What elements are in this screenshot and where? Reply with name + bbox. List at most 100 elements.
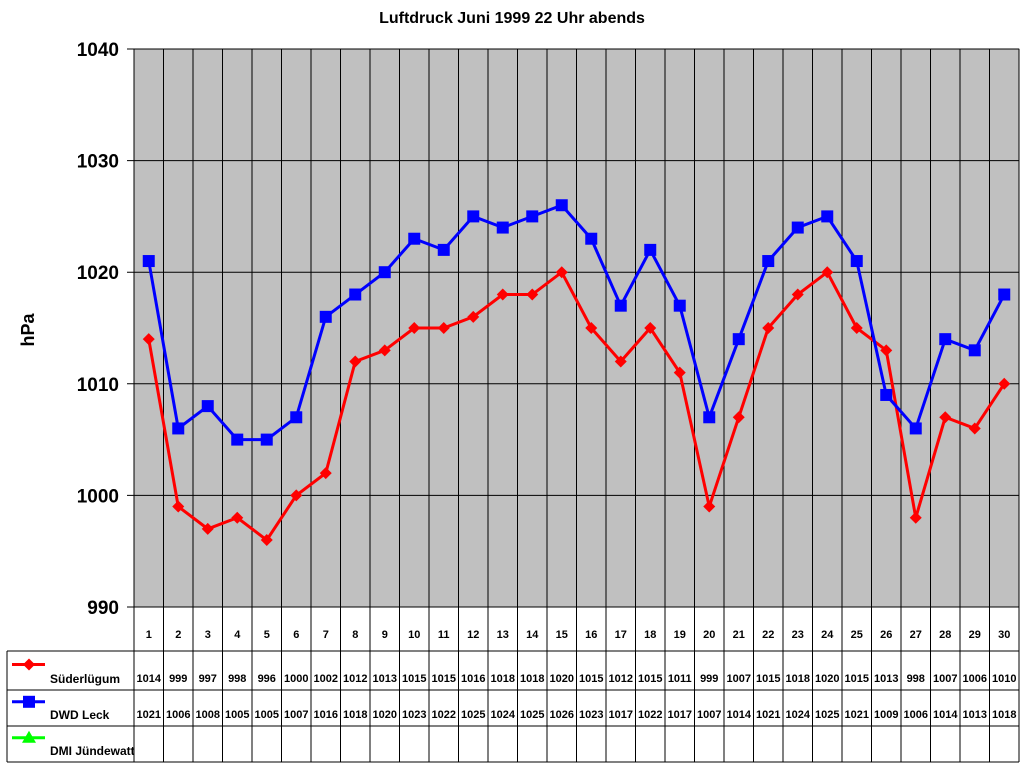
x-category-label: 18 [644,629,656,641]
data-marker-square [968,344,981,357]
legend-label: DMI Jündewatt [50,744,135,758]
data-marker-diamond [437,322,450,334]
table-cell: 998 [907,673,925,685]
table-cell: 997 [199,673,217,685]
x-category-label: 23 [792,629,804,641]
data-marker-square [172,422,185,435]
table-cell: 1023 [402,709,426,721]
table-cell: 1025 [815,709,839,721]
table-cell: 1006 [904,709,928,721]
table-cell: 1023 [579,709,603,721]
table-cell: 1011 [668,673,692,685]
data-marker-square [378,266,391,279]
data-marker-diamond [231,511,244,524]
table-cell: 1020 [373,709,397,721]
table-cell: 1024 [786,709,811,721]
data-marker-diamond [614,355,627,368]
x-category-label: 15 [556,629,568,641]
data-marker-square [201,400,214,413]
table-cell: 1018 [520,673,544,685]
x-category-label: 1 [146,629,152,641]
legend-diamond-icon [23,658,35,671]
y-tick-label: 1000 [77,486,119,507]
data-marker-square [467,210,480,223]
x-category-label: 29 [969,629,981,641]
data-marker-square [880,388,893,401]
series-dwd-leck [142,199,1011,446]
y-tick-label: 1010 [77,375,119,396]
data-marker-square [939,333,952,346]
data-marker-square [290,411,303,424]
data-marker-diamond [821,266,834,279]
data-marker-diamond [968,422,981,435]
table-cell: 1012 [609,673,633,685]
x-category-label: 14 [526,629,539,641]
table-cell: 1015 [845,673,869,685]
data-marker-square [408,232,421,245]
table-cell: 1018 [491,673,515,685]
data-marker-diamond [290,489,303,502]
data-marker-diamond [142,333,155,346]
table-cell: 1015 [756,673,780,685]
table-cell: 1013 [963,709,987,721]
table-cell: 1015 [402,673,426,685]
table-cell: 1000 [284,673,308,685]
x-category-label: 12 [467,629,479,641]
x-category-label: 25 [851,629,863,641]
table-cell: 1024 [491,709,516,721]
data-marker-diamond [762,322,775,334]
data-marker-diamond [555,266,568,279]
y-tick-label: 1040 [77,40,119,61]
data-marker-diamond [585,322,598,334]
data-marker-square [703,411,716,424]
table-cell: 1018 [992,709,1016,721]
table-cell: 1007 [697,709,721,721]
table-cell: 1013 [874,673,898,685]
table-cell: 1026 [550,709,574,721]
table-cell: 1012 [343,673,367,685]
table-cell: 1022 [638,709,662,721]
table-cell: 1020 [550,673,574,685]
table-cell: 1017 [668,709,692,721]
data-marker-square [614,299,627,312]
data-marker-diamond [526,288,539,301]
data-marker-diamond [319,467,332,480]
data-marker-square [585,232,598,245]
data-marker-square [791,221,804,234]
x-category-label: 8 [352,629,358,641]
table-cell: 1014 [137,673,162,685]
table-cell: 1006 [166,709,190,721]
data-marker-square [349,288,362,301]
series-s-derl-gum [142,266,1011,547]
legend-label: DWD Leck [50,708,110,722]
table-cell: 1018 [786,673,810,685]
table-cell: 1015 [579,673,603,685]
x-category-label: 2 [175,629,181,641]
data-marker-diamond [260,534,273,547]
x-category-label: 19 [674,629,686,641]
table-cell: 1016 [314,709,338,721]
table-cell: 1008 [196,709,220,721]
data-marker-square [142,255,155,268]
x-category-label: 4 [234,629,241,641]
table-cell: 999 [169,673,187,685]
table-cell: 1017 [609,709,633,721]
data-marker-square [909,422,922,435]
x-category-label: 26 [880,629,892,641]
table-cell: 1015 [638,673,662,685]
data-marker-square [496,221,509,234]
data-marker-diamond [998,377,1011,390]
x-category-label: 6 [293,629,299,641]
data-marker-diamond [408,322,421,334]
data-marker-diamond [378,344,391,357]
data-marker-diamond [496,288,509,301]
data-marker-square [319,310,332,323]
x-category-label: 20 [703,629,715,641]
table-cell: 1020 [815,673,839,685]
legend-label: Süderlügum [50,672,120,686]
data-marker-square [850,255,863,268]
table-cell: 1006 [963,673,987,685]
data-marker-square [821,210,834,223]
table-cell: 1007 [284,709,308,721]
